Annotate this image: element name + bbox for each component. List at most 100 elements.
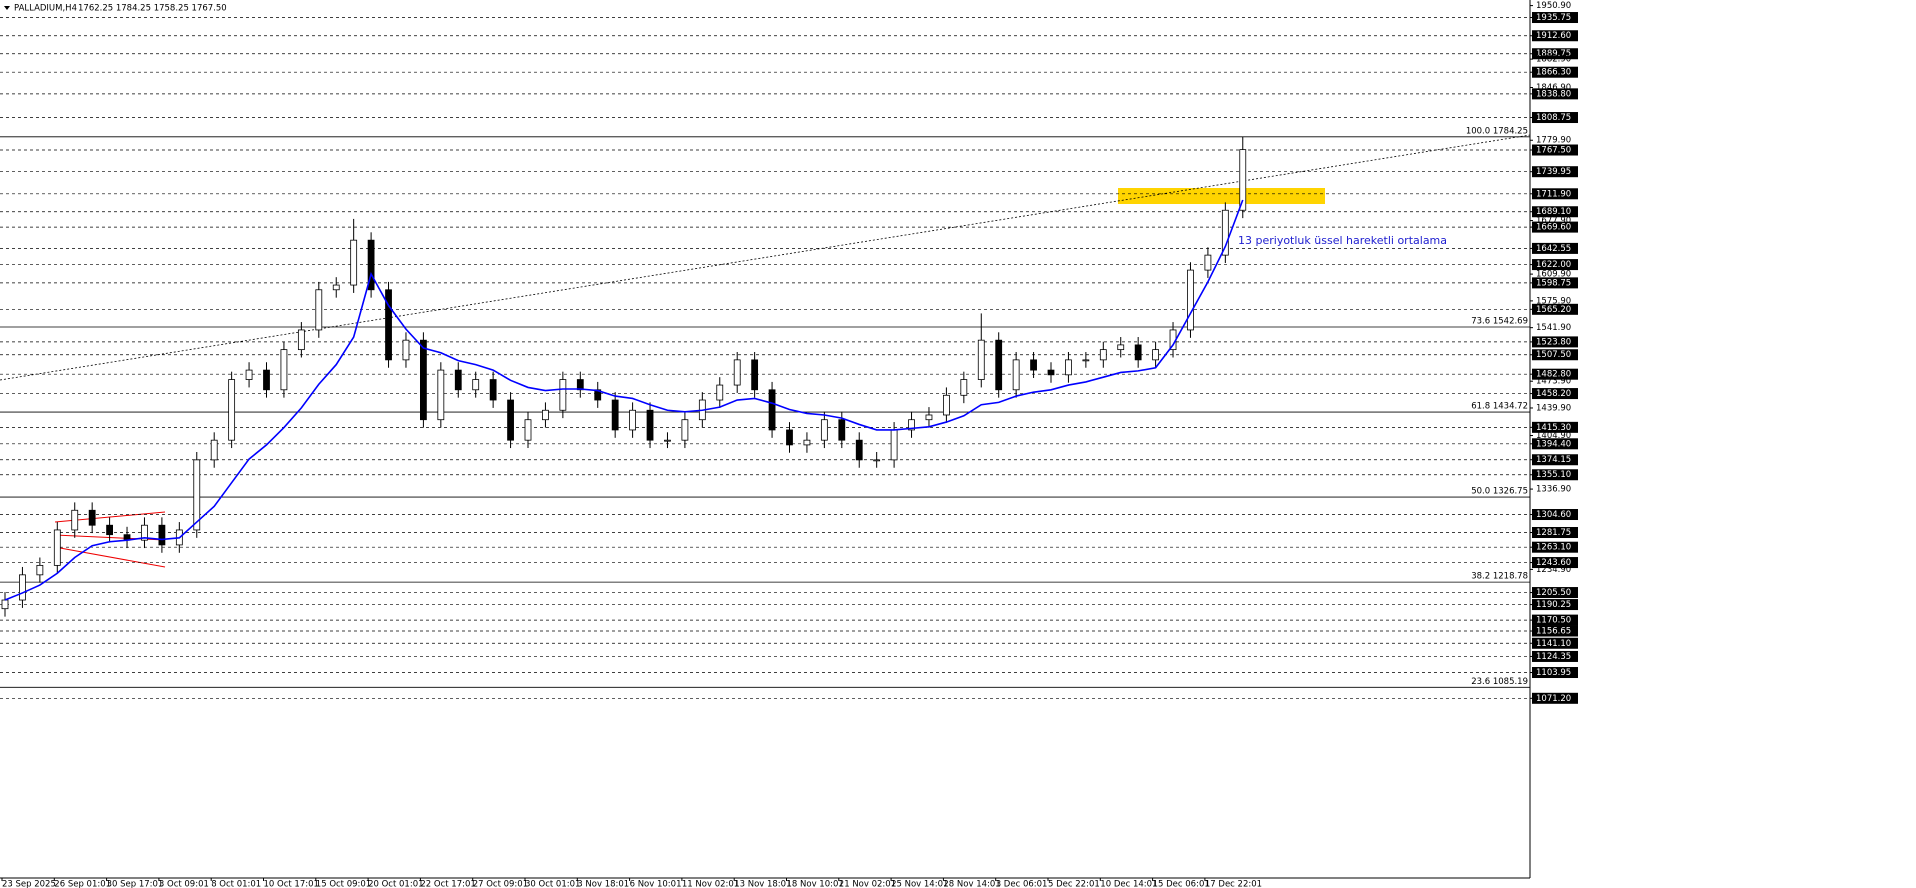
y-tick-label: 1935.75 (1536, 13, 1571, 23)
y-tick-box (1532, 541, 1578, 553)
candle-body (629, 409, 636, 431)
candle-body (977, 339, 985, 380)
y-tick-label: 1404.90 (1536, 431, 1571, 441)
candle-body (228, 379, 236, 441)
candle-body (908, 419, 915, 431)
x-tick-label: 27 Oct 09:01 (473, 880, 528, 888)
x-tick-label: 21 Nov 02:01 (839, 880, 896, 888)
x-tick-label: 3 Nov 18:01 (577, 880, 629, 888)
x-tick-label: 28 Nov 14:01 (943, 880, 1000, 888)
candle-body (1134, 344, 1142, 361)
candle-body (716, 384, 724, 401)
y-tick-box (1532, 388, 1578, 400)
channel-line (59, 547, 166, 568)
candle-body (385, 289, 392, 361)
x-tick-label: 8 Oct 01:01 (211, 880, 261, 888)
y-tick-label: 1281.75 (1536, 528, 1571, 538)
candle-body (524, 419, 532, 441)
y-tick-label: 1889.75 (1536, 49, 1571, 59)
candle-body (19, 574, 26, 601)
y-tick-box (1532, 221, 1578, 233)
y-tick-box (1532, 438, 1578, 450)
y-tick-label: 1394.40 (1536, 439, 1571, 449)
candle-body (507, 399, 514, 441)
candle-body (141, 524, 148, 541)
candle-body (367, 239, 375, 291)
y-tick-box (1532, 336, 1578, 348)
y-tick-label: 1304.60 (1536, 510, 1571, 520)
candle-body (193, 459, 201, 531)
y-tick-box (1532, 144, 1578, 156)
fib-label: 73.6 1542.69 (1471, 317, 1528, 327)
fib-label: 38.2 1218.78 (1471, 572, 1528, 582)
candle-body (803, 439, 811, 446)
y-tick-box (1532, 242, 1578, 254)
fib-label: 100.0 1784.25 (1466, 126, 1528, 136)
candle-body (542, 409, 549, 421)
x-tick-label: 11 Nov 02:01 (682, 880, 739, 888)
y-tick-box (1532, 166, 1578, 178)
y-tick-box (1532, 206, 1578, 218)
candle-body (873, 459, 881, 462)
y-tick-box (1532, 527, 1578, 539)
y-tick-label: 1071.20 (1536, 694, 1571, 704)
y-tick-label: 1950.90 (1536, 1, 1571, 11)
x-tick-label: 18 Nov 10:01 (787, 880, 844, 888)
fib-label: 23.6 1085.19 (1471, 677, 1528, 687)
ema-line (4, 199, 1244, 601)
candle-body (1187, 269, 1194, 331)
candle-body (315, 289, 323, 331)
y-tick-label: 1170.50 (1536, 616, 1571, 626)
y-tick-label: 1507.50 (1536, 350, 1571, 360)
y-tick-label: 1866.30 (1536, 68, 1571, 78)
y-tick-box (1532, 188, 1578, 200)
y-tick-label: 1689.10 (1536, 207, 1571, 217)
candle-body (53, 529, 61, 566)
y-tick-box (1532, 259, 1578, 271)
y-tick-box (1532, 349, 1578, 361)
y-tick-label: 1838.80 (1536, 89, 1571, 99)
candle-body (106, 524, 113, 536)
candle-body (36, 564, 44, 576)
candle-body (943, 394, 950, 416)
candle-body (786, 429, 793, 446)
candle-body (733, 359, 741, 386)
y-tick-label: 1779.90 (1536, 136, 1571, 146)
candle-body (1099, 349, 1107, 361)
x-tick-label: 13 Nov 18:01 (734, 880, 791, 888)
candle-body (419, 339, 427, 421)
chart-title: PALLADIUM,H4 (14, 4, 77, 14)
y-tick-label: 1355.10 (1536, 470, 1571, 480)
candle-body (263, 369, 270, 391)
y-tick-label: 1609.90 (1536, 270, 1571, 280)
y-tick-label: 1622.00 (1536, 260, 1571, 270)
x-tick-label: 3 Oct 09:01 (159, 880, 209, 888)
candle-body (890, 429, 898, 461)
y-tick-label: 1374.15 (1536, 455, 1571, 465)
y-tick-label: 1575.90 (1536, 296, 1571, 306)
x-tick-label: 23 Sep 2025 (2, 880, 56, 888)
candle-body (472, 379, 480, 391)
y-tick-label: 1808.75 (1536, 113, 1571, 123)
y-tick-label: 1565.20 (1536, 305, 1571, 315)
header-values: 1762.25 1784.25 1758.25 1767.50 (78, 4, 227, 14)
annotation: 13 periyotluk üssel hareketli ortalama (1238, 234, 1447, 247)
y-tick-box (1532, 614, 1578, 626)
fib-label: 50.0 1326.75 (1471, 487, 1528, 497)
candle-body (960, 379, 968, 396)
candle-body (280, 349, 288, 391)
y-tick-box (1532, 277, 1578, 289)
x-tick-label: 22 Oct 17:01 (420, 880, 475, 888)
highlight-zone (1118, 188, 1325, 204)
x-tick-label: 26 Sep 01:01 (54, 880, 111, 888)
candle-body (559, 379, 567, 411)
y-tick-box (1532, 667, 1578, 679)
y-tick-label: 1415.30 (1536, 423, 1571, 433)
y-tick-label: 1473.90 (1536, 377, 1571, 387)
y-tick-label: 1103.95 (1536, 668, 1571, 678)
y-tick-label: 1739.95 (1536, 167, 1571, 177)
y-tick-box (1532, 454, 1578, 466)
fib-label: 61.8 1434.72 (1471, 402, 1528, 412)
candle-body (1082, 359, 1090, 362)
